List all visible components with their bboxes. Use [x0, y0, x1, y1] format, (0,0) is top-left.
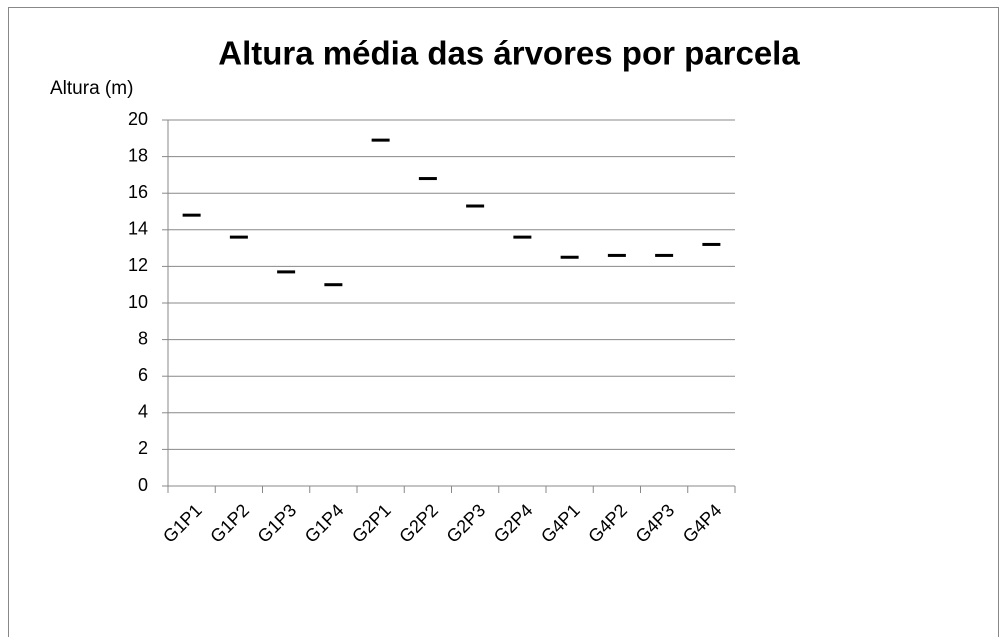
- y-tick-label: 2: [138, 438, 148, 458]
- marker: [229, 235, 248, 239]
- marker: [277, 270, 296, 274]
- marker: [466, 204, 485, 208]
- chart-frame: [8, 7, 999, 642]
- y-tick-label: 12: [128, 255, 148, 275]
- marker: [182, 213, 201, 217]
- y-axis-label: Altura (m): [50, 78, 133, 99]
- y-tick-label: 10: [128, 292, 148, 312]
- marker: [607, 253, 626, 257]
- marker: [513, 235, 532, 239]
- y-tick-label: 6: [138, 365, 148, 385]
- marker: [655, 253, 674, 257]
- marker: [702, 242, 721, 246]
- marker: [371, 138, 390, 142]
- marker: [560, 255, 579, 259]
- y-tick-label: 14: [128, 219, 148, 239]
- y-tick-label: 8: [138, 328, 148, 348]
- y-tick-label: 0: [138, 475, 148, 495]
- chart-title: Altura média das árvores por parcela: [218, 35, 800, 72]
- y-tick-label: 18: [128, 145, 148, 165]
- marker: [418, 177, 437, 181]
- marker: [324, 283, 343, 287]
- y-tick-label: 16: [128, 182, 148, 202]
- y-tick-label: 4: [138, 402, 148, 422]
- y-tick-label: 20: [128, 109, 148, 129]
